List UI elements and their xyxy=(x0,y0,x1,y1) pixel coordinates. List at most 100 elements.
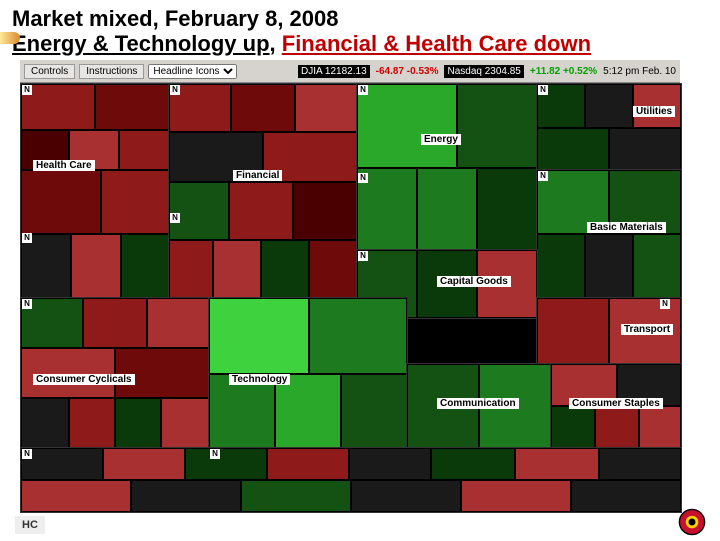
treemap-cell[interactable] xyxy=(169,182,229,240)
treemap-cell[interactable] xyxy=(351,480,461,512)
treemap-cell[interactable] xyxy=(537,234,585,298)
nasdaq-change: +11.82 +0.52% xyxy=(530,66,597,77)
treemap-cell[interactable] xyxy=(21,84,95,130)
treemap-cell[interactable] xyxy=(121,234,169,298)
sector-health-care[interactable]: Health Care xyxy=(20,83,170,299)
treemap-cell[interactable] xyxy=(21,398,69,448)
treemap-cell[interactable] xyxy=(169,240,213,298)
treemap-cell[interactable] xyxy=(595,406,639,448)
treemap-cell[interactable] xyxy=(551,406,595,448)
sector-consumer-cyclicals[interactable]: Consumer Cyclicals xyxy=(20,297,210,449)
news-icon[interactable]: N xyxy=(22,233,32,243)
treemap-cell[interactable] xyxy=(71,234,121,298)
treemap-cell[interactable] xyxy=(341,374,407,448)
news-icon[interactable]: N xyxy=(538,171,548,181)
sector-label: Health Care xyxy=(33,160,95,171)
footer-left-badge: HC xyxy=(15,516,45,534)
treemap-cell[interactable] xyxy=(461,480,571,512)
treemap-cell[interactable] xyxy=(585,234,633,298)
controls-button[interactable]: Controls xyxy=(24,64,75,79)
treemap-cell[interactable] xyxy=(229,182,293,240)
news-icon[interactable]: N xyxy=(22,449,32,459)
subtitle-down: Financial & Health Care down xyxy=(282,31,591,56)
news-icon[interactable]: N xyxy=(660,299,670,309)
treemap-cell[interactable] xyxy=(349,448,431,480)
sector-utilities[interactable]: Utilities xyxy=(536,83,682,171)
treemap-cell[interactable] xyxy=(477,168,537,250)
treemap-cell[interactable] xyxy=(103,448,185,480)
treemap-cell[interactable] xyxy=(241,480,351,512)
treemap-cell[interactable] xyxy=(185,448,267,480)
sector-misc[interactable] xyxy=(20,447,682,513)
treemap-cell[interactable] xyxy=(161,398,209,448)
djia-change: -64.87 -0.53% xyxy=(376,66,439,77)
treemap-cell[interactable] xyxy=(537,128,609,170)
treemap[interactable]: Health Care Financial Energy UtilitiesBasic… xyxy=(20,83,680,511)
sector-label: Energy xyxy=(421,134,461,145)
treemap-cell[interactable] xyxy=(261,240,309,298)
treemap-cell[interactable] xyxy=(21,234,71,298)
treemap-cell[interactable] xyxy=(275,374,341,448)
treemap-cell[interactable] xyxy=(119,130,169,170)
news-icon[interactable]: N xyxy=(210,449,220,459)
treemap-cell[interactable] xyxy=(21,170,101,234)
headline-select[interactable]: Headline Icons xyxy=(148,64,237,79)
treemap-cell[interactable] xyxy=(209,298,309,374)
treemap-cell[interactable] xyxy=(213,240,261,298)
news-icon[interactable]: N xyxy=(358,251,368,261)
treemap-cell[interactable] xyxy=(537,298,609,364)
news-icon[interactable]: N xyxy=(358,173,368,183)
sector-label: Capital Goods xyxy=(437,276,511,287)
news-icon[interactable]: N xyxy=(170,85,180,95)
news-icon[interactable]: N xyxy=(22,85,32,95)
news-icon[interactable]: N xyxy=(170,213,180,223)
footer-logo-icon xyxy=(678,508,706,536)
sector-communication[interactable]: Communication xyxy=(406,363,552,449)
instructions-button[interactable]: Instructions xyxy=(79,64,144,79)
treemap-cell[interactable] xyxy=(21,348,115,398)
treemap-cell[interactable] xyxy=(21,480,131,512)
sector-technology[interactable]: Technology xyxy=(208,297,408,449)
treemap-cell[interactable] xyxy=(357,84,457,168)
treemap-cell[interactable] xyxy=(101,170,169,234)
treemap-cell[interactable] xyxy=(295,84,357,132)
sector-label: Financial xyxy=(233,170,282,181)
treemap-cell[interactable] xyxy=(417,168,477,250)
treemap-cell[interactable] xyxy=(585,84,633,128)
subtitle-sep: , xyxy=(270,31,282,56)
treemap-cell[interactable] xyxy=(69,398,115,448)
treemap-cell[interactable] xyxy=(95,84,169,130)
treemap-cell[interactable] xyxy=(599,448,681,480)
treemap-cell[interactable] xyxy=(131,480,241,512)
sector-label: Consumer Cyclicals xyxy=(33,374,135,385)
treemap-cell[interactable] xyxy=(431,448,515,480)
news-icon[interactable]: N xyxy=(538,85,548,95)
treemap-cell[interactable] xyxy=(115,348,209,398)
treemap-cell[interactable] xyxy=(21,448,103,480)
treemap-cell[interactable] xyxy=(609,128,681,170)
djia-label: DJIA 12182.13 xyxy=(298,65,370,78)
news-icon[interactable]: N xyxy=(358,85,368,95)
sector-basic-materials[interactable]: Basic Materials xyxy=(536,169,682,299)
treemap-cell[interactable] xyxy=(639,406,681,448)
treemap-cell[interactable] xyxy=(571,480,681,512)
sector-label: Communication xyxy=(437,398,519,409)
sector-label: Consumer Staples xyxy=(569,398,663,409)
subtitle-up: Energy & Technology up xyxy=(12,31,270,56)
news-icon[interactable]: N xyxy=(22,299,32,309)
treemap-cell[interactable] xyxy=(309,240,357,298)
treemap-cell[interactable] xyxy=(115,398,161,448)
treemap-cell[interactable] xyxy=(633,234,681,298)
treemap-cell[interactable] xyxy=(209,374,275,448)
treemap-cell[interactable] xyxy=(231,84,295,132)
treemap-cell[interactable] xyxy=(515,448,599,480)
sector-consumer-staples[interactable]: Consumer Staples xyxy=(550,363,682,449)
treemap-cell[interactable] xyxy=(83,298,147,348)
treemap-cell[interactable] xyxy=(267,448,349,480)
sector-financial[interactable]: Financial xyxy=(168,83,358,299)
treemap-cell[interactable] xyxy=(147,298,209,348)
treemap-cell[interactable] xyxy=(293,182,357,240)
treemap-cell[interactable] xyxy=(457,84,537,168)
treemap-cell[interactable] xyxy=(309,298,407,374)
sector-energy[interactable]: Energy xyxy=(356,83,538,251)
